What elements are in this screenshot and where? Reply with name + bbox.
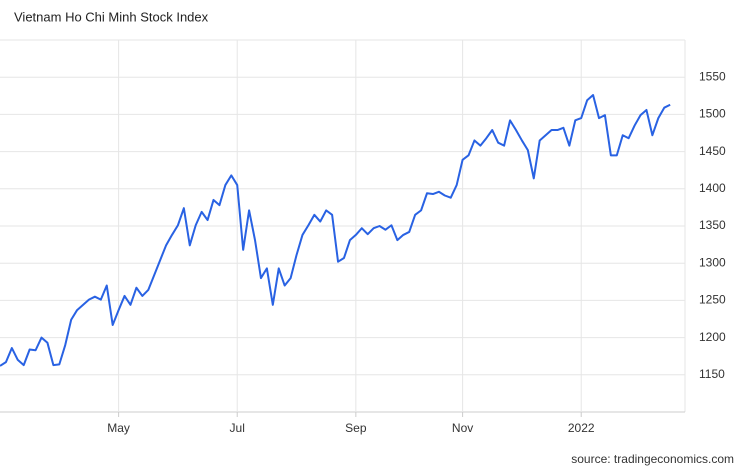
x-tick-label: Jul bbox=[230, 421, 245, 435]
y-tick-label: 1150 bbox=[699, 367, 725, 381]
y-tick-label: 1300 bbox=[699, 255, 726, 269]
chart-title: Vietnam Ho Chi Minh Stock Index bbox=[14, 9, 209, 24]
x-tick-label: Nov bbox=[452, 421, 473, 435]
source-note: source: tradingeconomics.com bbox=[571, 452, 734, 466]
x-tick-label: 2022 bbox=[568, 421, 595, 435]
x-tick-label: Sep bbox=[345, 421, 367, 435]
series-line bbox=[0, 94, 671, 367]
y-tick-label: 1400 bbox=[699, 181, 726, 195]
y-tick-label: 1500 bbox=[699, 107, 726, 121]
y-tick-label: 1250 bbox=[699, 293, 726, 307]
y-tick-label: 1450 bbox=[699, 144, 726, 158]
x-tick-label: May bbox=[107, 421, 130, 435]
y-tick-label: 1350 bbox=[699, 218, 726, 232]
y-tick-label: 1550 bbox=[699, 69, 726, 83]
y-tick-label: 1200 bbox=[699, 330, 726, 344]
